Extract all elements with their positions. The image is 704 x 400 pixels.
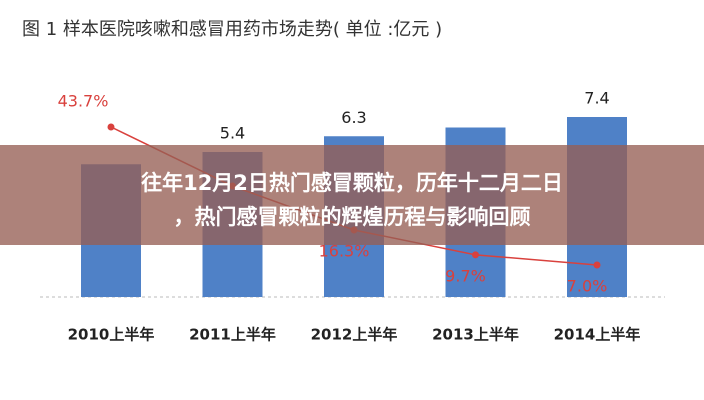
banner-line: 往年12月2日热门感冒颗粒，历年十二月二日: [141, 171, 563, 195]
bar-label: 5.4: [220, 124, 245, 143]
x-tick-label: 2011上半年: [189, 326, 276, 344]
banner-line: ，热门感冒颗粒的辉煌历程与影响回顾: [174, 205, 531, 229]
point: [472, 251, 479, 259]
x-tick-label: 2010上半年: [68, 326, 155, 344]
line-label: 16.3%: [319, 242, 370, 261]
point: [593, 261, 601, 269]
bar-label: 6.3: [341, 108, 366, 127]
chart-title: 图 1 样本医院咳嗽和感冒用药市场走势( 单位 :亿元 ): [22, 19, 442, 40]
x-tick-label: 2012上半年: [311, 326, 398, 344]
x-tick-label: 2013上半年: [432, 326, 519, 344]
bar-label: 7.4: [584, 89, 609, 108]
line-label: 9.7%: [445, 266, 486, 285]
line-label: 7.0%: [567, 276, 608, 295]
x-tick-label: 2014上半年: [554, 326, 641, 344]
point: [107, 123, 115, 131]
line-label: 43.7%: [58, 91, 109, 110]
banner: [0, 145, 704, 245]
